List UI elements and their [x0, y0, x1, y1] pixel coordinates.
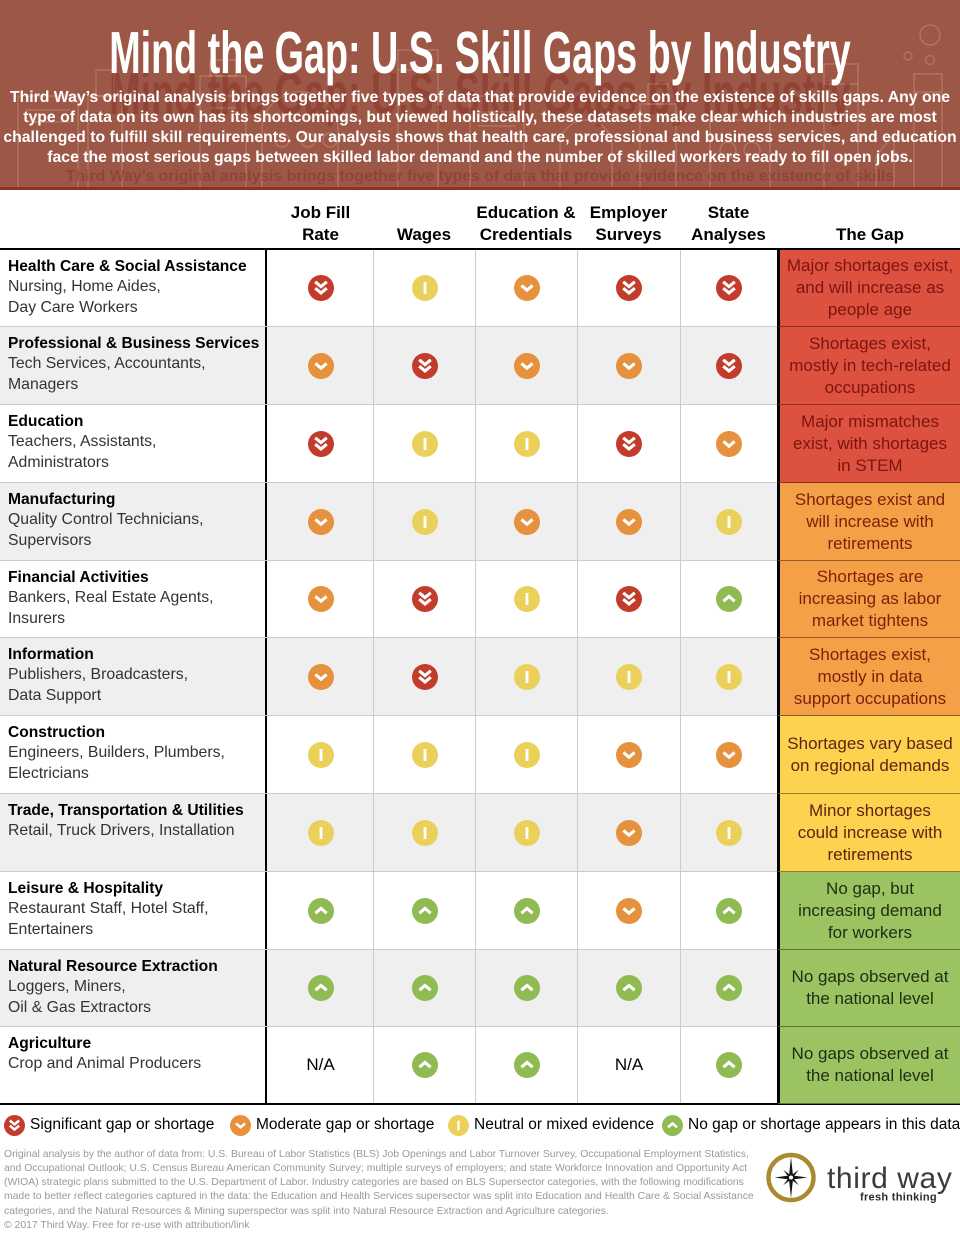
svg-text:third way: third way: [827, 1162, 952, 1195]
svg-text:fresh thinking: fresh thinking: [860, 1192, 937, 1204]
